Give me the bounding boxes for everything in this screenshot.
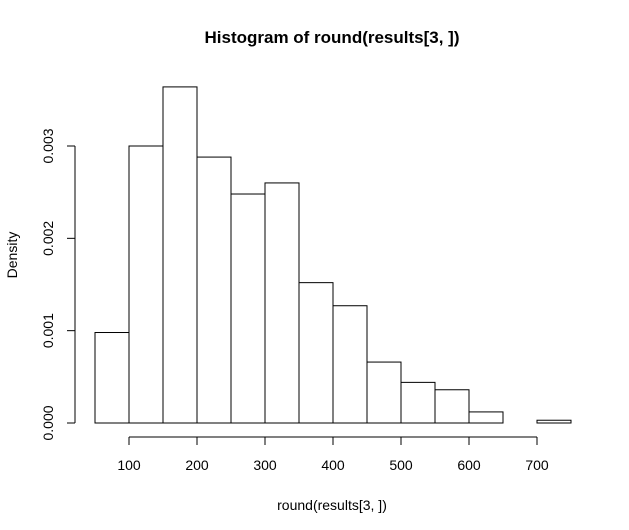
histogram-bar xyxy=(400,381,436,424)
x-tick-label: 300 xyxy=(253,457,277,473)
histogram-bar xyxy=(468,411,504,424)
y-axis: 0.000 0.001 0.002 0.003 xyxy=(40,128,76,441)
x-tick-label: 200 xyxy=(185,457,209,473)
x-axis: 100 200 300 400 500 600 700 xyxy=(117,436,549,473)
histogram-bar xyxy=(94,332,130,424)
y-axis-label: Density xyxy=(4,232,20,279)
x-tick-label: 400 xyxy=(321,457,345,473)
histogram-bar xyxy=(264,182,300,424)
histogram-bar xyxy=(434,389,470,424)
y-tick-label: 0.001 xyxy=(40,313,56,348)
histogram-bar xyxy=(230,193,266,424)
histogram-bar xyxy=(128,145,164,424)
histogram-bar xyxy=(298,282,334,424)
x-axis-label: round(results[3, ]) xyxy=(277,497,387,513)
x-tick-label: 600 xyxy=(457,457,481,473)
y-tick-label: 0.002 xyxy=(40,221,56,256)
histogram-bar xyxy=(162,86,198,424)
y-tick-label: 0.000 xyxy=(40,405,56,440)
histogram-bar xyxy=(536,419,572,424)
histogram-bar xyxy=(332,305,368,424)
chart-title: Histogram of round(results[3, ]) xyxy=(204,28,459,47)
y-tick-label: 0.003 xyxy=(40,128,56,163)
histogram-bar xyxy=(196,156,232,424)
bars-group xyxy=(94,86,572,424)
x-tick-label: 700 xyxy=(525,457,549,473)
x-tick-label: 500 xyxy=(389,457,413,473)
x-tick-label: 100 xyxy=(117,457,141,473)
histogram-bar xyxy=(366,361,402,424)
